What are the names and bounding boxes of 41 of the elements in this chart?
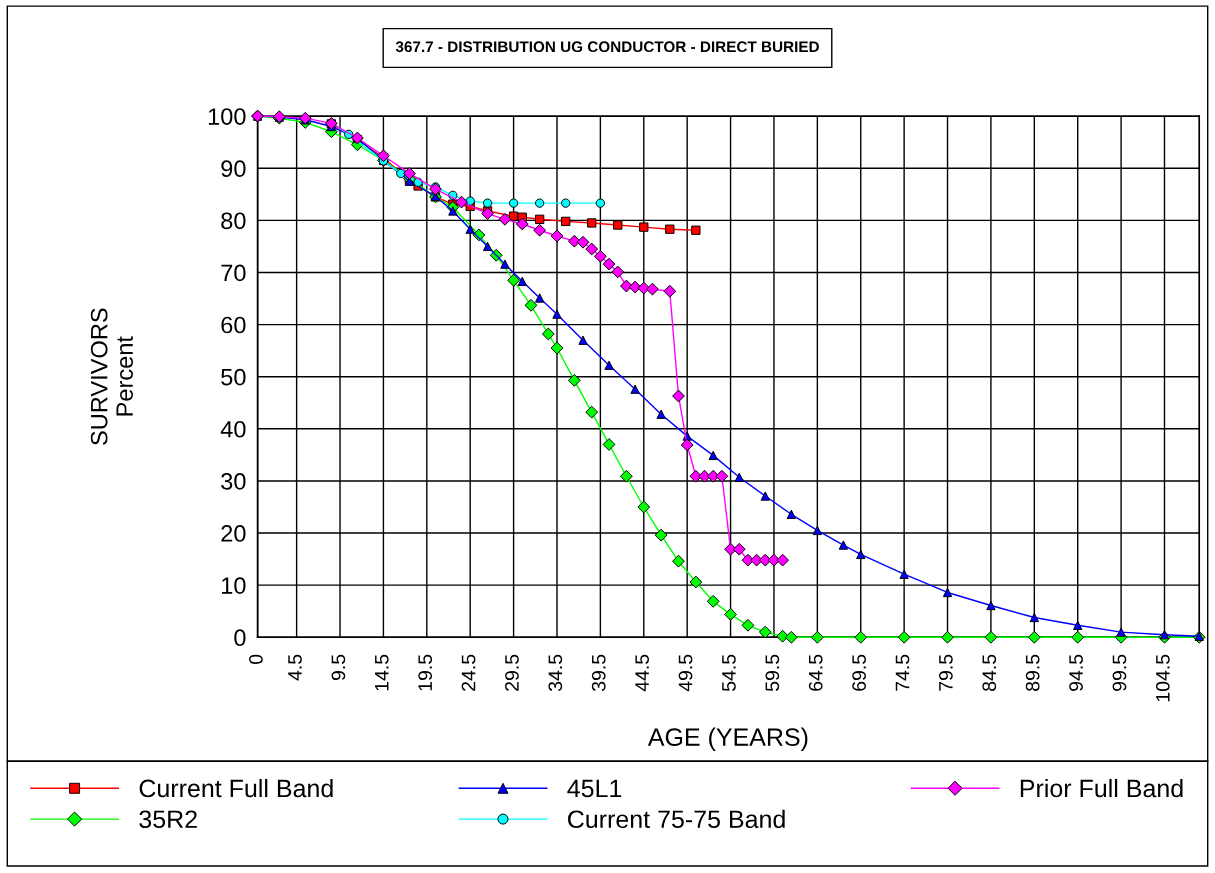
x-tick-label: 104.5: [1155, 654, 1170, 702]
x-tick-label: 9.5: [331, 654, 346, 681]
x-axis-title: AGE (YEARS): [647, 727, 808, 751]
x-tick-label: 89.5: [1025, 654, 1040, 691]
y-tick-label: 50: [221, 368, 246, 386]
chart-title: 367.7 - DISTRIBUTION UG CONDUCTOR - DIRECT BURIED: [395, 41, 819, 53]
x-tick-label: 0: [249, 654, 263, 665]
y-tick-label: 0: [234, 629, 246, 647]
y-tick-label: 80: [221, 212, 246, 230]
y-tick-label: 70: [221, 264, 246, 282]
x-tick-label: 24.5: [461, 654, 476, 691]
x-tick-label: 79.5: [938, 654, 953, 691]
x-tick-label: 69.5: [852, 654, 866, 691]
legend-label: Prior Full Band: [1020, 778, 1183, 798]
x-tick-label: 99.5: [1112, 654, 1127, 691]
y-tick-label: 100: [208, 108, 246, 125]
y-axis-title: SURVIVORS Percent: [90, 308, 133, 445]
y-tick-label: 40: [220, 420, 246, 438]
x-tick-label: 19.5: [418, 654, 433, 691]
x-tick-label: 44.5: [635, 654, 649, 692]
x-tick-label: 94.5: [1069, 654, 1083, 691]
y-tick-label: 60: [221, 316, 246, 334]
y-tick-label: 10: [222, 577, 246, 594]
x-tick-label: 14.5: [375, 654, 389, 691]
x-tick-label: 29.5: [505, 654, 519, 691]
legend-label: 45L1: [567, 779, 622, 798]
legend-label: 35R2: [139, 810, 197, 829]
x-tick-label: 54.5: [722, 654, 736, 692]
x-tick-label: 39.5: [591, 654, 606, 692]
y-tick-label: 90: [221, 160, 246, 178]
legend-label: Current 75-75 Band: [568, 809, 785, 829]
y-tick-label: 30: [221, 473, 246, 490]
x-tick-label: 64.5: [808, 654, 823, 691]
legend-label: Current Full Band: [139, 778, 333, 798]
x-tick-label: 84.5: [982, 654, 997, 691]
x-tick-label: 74.5: [895, 654, 910, 691]
x-tick-label: 59.5: [765, 654, 780, 692]
y-tick-label: 20: [221, 525, 246, 542]
x-tick-label: 34.5: [548, 654, 563, 692]
x-tick-label: 4.5: [288, 654, 302, 681]
x-tick-label: 49.5: [678, 654, 693, 692]
